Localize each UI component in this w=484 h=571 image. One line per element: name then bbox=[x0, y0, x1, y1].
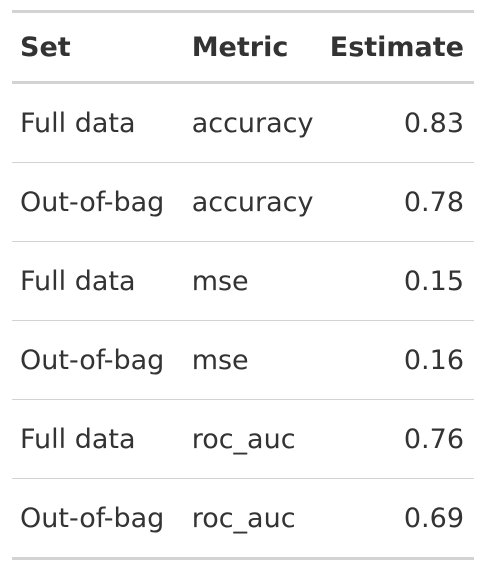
cell-set: Full data bbox=[12, 399, 192, 479]
results-table-container: Set Metric Estimate Full data accuracy 0… bbox=[12, 10, 474, 560]
table-row: Out-of-bag accuracy 0.78 bbox=[12, 162, 474, 242]
header-metric: Metric bbox=[191, 11, 330, 84]
cell-metric: accuracy bbox=[191, 107, 314, 139]
table-row: Full data mse 0.15 bbox=[12, 241, 474, 321]
cell-estimate: 0.69 bbox=[329, 478, 474, 559]
table-row: Full data roc_auc 0.76 bbox=[12, 399, 474, 479]
header-estimate: Estimate bbox=[329, 11, 474, 84]
table-body: Full data accuracy 0.83 Out-of-bag accur… bbox=[12, 83, 474, 559]
cell-set: Out-of-bag bbox=[12, 478, 192, 559]
header-row: Set Metric Estimate bbox=[12, 11, 474, 84]
metrics-table: Set Metric Estimate Full data accuracy 0… bbox=[12, 10, 474, 560]
cell-set: Full data bbox=[20, 107, 136, 139]
header-set: Set bbox=[12, 11, 192, 84]
cell-set: Out-of-bag bbox=[12, 320, 192, 400]
cell-metric: accuracy bbox=[191, 162, 330, 242]
table-row: Full data accuracy 0.83 bbox=[12, 83, 474, 163]
table-row: Out-of-bag mse 0.16 bbox=[12, 320, 474, 400]
cell-estimate: 0.76 bbox=[329, 399, 474, 479]
cell-estimate: 0.15 bbox=[329, 241, 474, 321]
cell-estimate: 0.78 bbox=[329, 162, 474, 242]
cell-set: Full data bbox=[12, 241, 192, 321]
cell-metric: mse bbox=[191, 320, 330, 400]
cell-metric: roc_auc bbox=[191, 399, 330, 479]
table-row: Out-of-bag roc_auc 0.69 bbox=[12, 478, 474, 559]
table-header: Set Metric Estimate bbox=[12, 11, 474, 84]
cell-metric: mse bbox=[191, 241, 330, 321]
cell-estimate: 0.16 bbox=[329, 320, 474, 400]
cell-metric: roc_auc bbox=[191, 478, 330, 559]
cell-estimate: 0.83 bbox=[403, 107, 464, 139]
cell-set: Out-of-bag bbox=[12, 162, 192, 242]
